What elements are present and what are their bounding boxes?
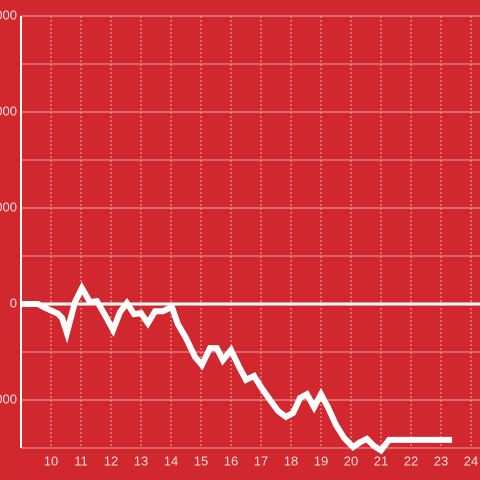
x-tick-label: 14 — [164, 453, 178, 468]
x-tick-label: 17 — [254, 453, 268, 468]
line — [21, 281, 453, 455]
x-tick-label: 10 — [44, 453, 58, 468]
x-tick-label: 12 — [104, 453, 118, 468]
x-tick-label: 11 — [74, 453, 88, 468]
x-tick-label: 21 — [374, 453, 388, 468]
x-tick-label: 13 — [134, 453, 148, 468]
y-tick-label: 2,000 — [0, 199, 17, 214]
x-tick-label: 18 — [284, 453, 298, 468]
x-tick-label: 19 — [314, 453, 328, 468]
y-tick-label: 0 — [10, 295, 17, 310]
y-tick-label: -2,000 — [0, 391, 17, 406]
x-tick-label: 24 — [464, 453, 478, 468]
y-tick-label: 4,000 — [0, 103, 17, 118]
x-tick-label: 20 — [344, 453, 358, 468]
x-tick-label: 15 — [194, 453, 208, 468]
y-tick-label: 6,000 — [0, 7, 17, 22]
x-tick-label: 23 — [434, 453, 448, 468]
x-tick-label: 16 — [224, 453, 238, 468]
x-tick-label: 22 — [404, 453, 418, 468]
